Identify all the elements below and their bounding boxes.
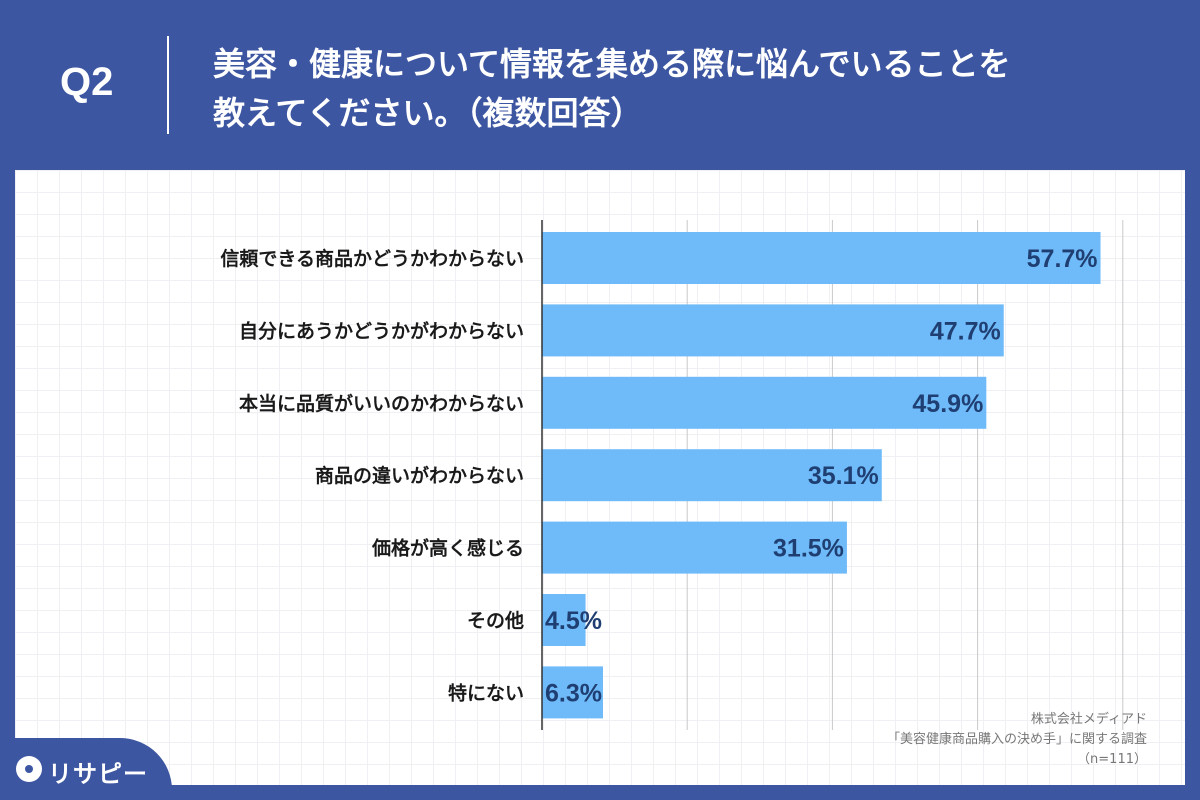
header: Q2 美容・健康について情報を集める際に悩んでいることを 教えてください。（複数… bbox=[0, 0, 1200, 170]
data-label: 6.3% bbox=[545, 679, 602, 707]
question-number: Q2 bbox=[60, 60, 114, 104]
bar-chart: 信頼できる商品かどうかわからない 57.7% 自分にあうかどうかがわからない 47.7… bbox=[220, 220, 1124, 730]
data-label: 57.7% bbox=[1027, 245, 1098, 273]
category-label: 商品の違いがわからない bbox=[315, 464, 524, 487]
brand-name: リサピー bbox=[48, 760, 148, 788]
chart-panel: 信頼できる商品かどうかわからない 57.7% 自分にあうかどうかがわからない 47.7… bbox=[15, 170, 1185, 785]
category-label: 価格が高く感じる bbox=[371, 537, 524, 560]
brand-logo: リサピー bbox=[0, 738, 172, 800]
data-label: 45.9% bbox=[912, 390, 983, 418]
category-label: 自分にあうかどうかがわからない bbox=[239, 319, 524, 342]
bar bbox=[542, 449, 882, 502]
bar bbox=[542, 521, 847, 574]
bar bbox=[542, 376, 987, 429]
source-note: 株式会社メディアド 「美容健康商品購入の決め手」に関する調査 （n=111） bbox=[887, 710, 1147, 770]
header-divider bbox=[167, 36, 169, 134]
data-label: 4.5% bbox=[545, 607, 602, 635]
source-sample-size: （n=111） bbox=[1077, 752, 1147, 767]
source-company: 株式会社メディアド bbox=[1030, 712, 1147, 727]
question-title-line-2: 教えてください。（複数回答） bbox=[213, 94, 643, 132]
category-label: 信頼できる商品かどうかわからない bbox=[220, 247, 524, 270]
data-label: 35.1% bbox=[808, 462, 879, 490]
bar bbox=[542, 304, 1004, 357]
bar bbox=[542, 666, 603, 719]
bar bbox=[542, 232, 1101, 284]
category-label: その他 bbox=[467, 609, 524, 632]
data-label: 47.7% bbox=[930, 317, 1001, 345]
category-label: 特にない bbox=[448, 682, 524, 704]
bar bbox=[542, 594, 586, 646]
question-title: 美容・健康について情報を集める際に悩んでいることを 教えてください。（複数回答） bbox=[213, 40, 1173, 138]
data-label: 31.5% bbox=[773, 535, 844, 563]
category-label: 本当に品質がいいのかわからない bbox=[239, 392, 524, 415]
question-title-line-1: 美容・健康について情報を集める際に悩んでいることを bbox=[213, 45, 1011, 83]
source-survey: 「美容健康商品購入の決め手」に関する調査 bbox=[886, 732, 1147, 747]
location-pin-icon bbox=[16, 756, 42, 782]
